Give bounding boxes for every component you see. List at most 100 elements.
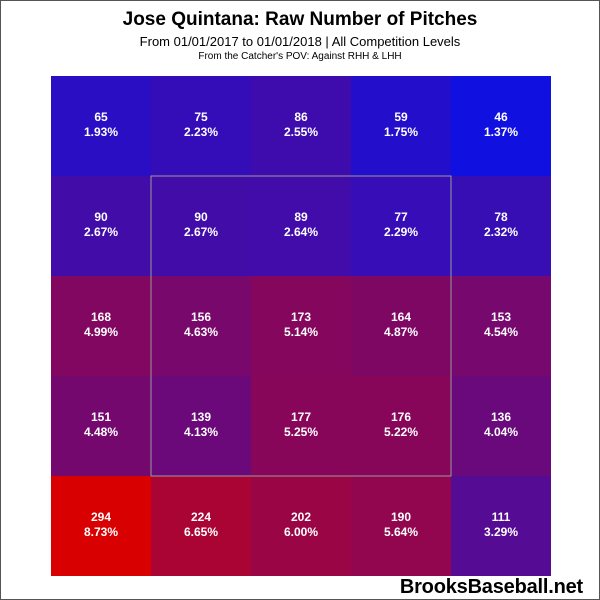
cell-count-label: 90 (194, 210, 208, 224)
cell-count-label: 294 (91, 510, 111, 524)
heatmap-cell-r2-c3: 892.64% (251, 176, 351, 276)
cell-percent-label: 5.22% (384, 425, 418, 439)
heatmap-cell-fill (351, 376, 451, 476)
heatmap-cell-fill (251, 376, 351, 476)
heatmap-cell-fill (51, 276, 151, 376)
heatmap-cell-fill (251, 276, 351, 376)
cell-count-label: 156 (191, 310, 211, 324)
cell-percent-label: 1.93% (84, 125, 118, 139)
heatmap-cell-fill (451, 76, 551, 176)
heatmap-cell-r1-c1: 651.93% (51, 76, 151, 176)
cell-count-label: 168 (91, 310, 111, 324)
heatmap-cell-fill (251, 476, 351, 576)
cell-count-label: 177 (291, 410, 311, 424)
cell-percent-label: 5.14% (284, 325, 318, 339)
cell-count-label: 65 (94, 110, 108, 124)
cell-count-label: 111 (492, 510, 511, 524)
heatmap-cell-r2-c1: 902.67% (51, 176, 151, 276)
heatmap-cell-fill (451, 376, 551, 476)
cell-percent-label: 5.64% (384, 525, 418, 539)
cell-percent-label: 6.65% (184, 525, 218, 539)
cell-count-label: 190 (391, 510, 411, 524)
heatmap-cell-r1-c4: 591.75% (351, 76, 451, 176)
cell-percent-label: 2.67% (184, 225, 218, 239)
heatmap-cell-r1-c2: 752.23% (151, 76, 251, 176)
cell-percent-label: 2.64% (284, 225, 318, 239)
cell-percent-label: 2.55% (284, 125, 318, 139)
cell-percent-label: 4.13% (184, 425, 218, 439)
heatmap-cell-r2-c5: 782.32% (451, 176, 551, 276)
heatmap-cell-fill (151, 376, 251, 476)
cell-percent-label: 2.32% (484, 225, 518, 239)
chart-title: Jose Quintana: Raw Number of Pitches (122, 9, 478, 30)
cell-count-label: 78 (494, 210, 508, 224)
cell-percent-label: 6.00% (284, 525, 318, 539)
heatmap-cell-fill (451, 176, 551, 276)
cell-count-label: 46 (494, 110, 508, 124)
cell-count-label: 153 (491, 310, 511, 324)
strike-zone-outline (150, 175, 452, 477)
heatmap-cell-fill (351, 76, 451, 176)
cell-count-label: 176 (391, 410, 411, 424)
heatmap-cell-fill (251, 76, 351, 176)
heatmap-cell-fill (151, 476, 251, 576)
heatmap-cell-r1-c3: 862.55% (251, 76, 351, 176)
heatmap-cell-fill (351, 276, 451, 376)
heatmap-cell-fill (151, 76, 251, 176)
heatmap-cell-fill (51, 376, 151, 476)
cell-percent-label: 5.25% (284, 425, 318, 439)
cell-count-label: 224 (191, 510, 211, 524)
cell-percent-label: 2.23% (184, 125, 218, 139)
heatmap-cell-fill (51, 76, 151, 176)
cell-count-label: 86 (294, 110, 308, 124)
cell-percent-label: 2.29% (384, 225, 418, 239)
heatmap-cell-r2-c4: 772.29% (351, 176, 451, 276)
cell-count-label: 164 (391, 310, 411, 324)
heatmap-cell-fill (251, 176, 351, 276)
heatmap-cell-fill (351, 476, 451, 576)
cell-count-label: 151 (91, 410, 111, 424)
chart-note: From the Catcher's POV: Against RHH & LH… (198, 51, 402, 62)
heatmap-cell-r2-c2: 902.67% (151, 176, 251, 276)
cell-count-label: 173 (291, 310, 311, 324)
cell-percent-label: 4.04% (484, 425, 518, 439)
watermark: BrooksBaseball.net (399, 576, 583, 598)
heatmap-cell-fill (451, 276, 551, 376)
cell-count-label: 89 (294, 210, 308, 224)
heatmap-cell-fill (51, 476, 151, 576)
cell-percent-label: 8.73% (84, 525, 118, 539)
heatmap-cell-fill (351, 176, 451, 276)
cell-count-label: 77 (394, 210, 408, 224)
heatmap-cell-r1-c5: 461.37% (451, 76, 551, 176)
cell-count-label: 75 (194, 110, 208, 124)
cell-percent-label: 3.29% (484, 525, 518, 539)
cell-count-label: 90 (94, 210, 108, 224)
cell-percent-label: 2.67% (84, 225, 118, 239)
cell-count-label: 139 (191, 410, 211, 424)
cell-count-label: 59 (394, 110, 408, 124)
cell-percent-label: 1.75% (384, 125, 418, 139)
heatmap-cell-fill (51, 176, 151, 276)
chart-subtitle: From 01/01/2017 to 01/01/2018 | All Comp… (139, 34, 461, 49)
cell-percent-label: 1.37% (484, 125, 518, 139)
heatmap-cell-fill (151, 276, 251, 376)
cell-percent-label: 4.54% (484, 325, 518, 339)
cell-count-label: 202 (291, 510, 311, 524)
cell-percent-label: 4.99% (84, 325, 118, 339)
heatmap-cell-fill (451, 476, 551, 576)
